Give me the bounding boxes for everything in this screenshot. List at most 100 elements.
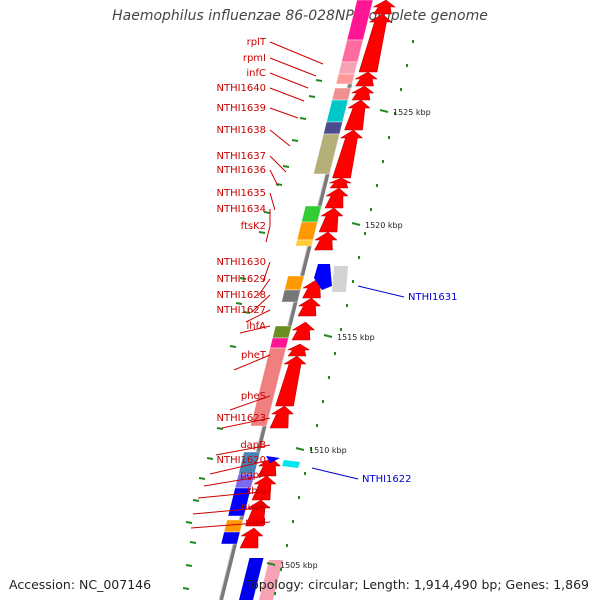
- gene-label-nthi1623: NTHI1623: [216, 413, 266, 424]
- gene-label-nthi1622: NTHI1622: [362, 474, 412, 485]
- forward-gene-arrow: [314, 231, 338, 251]
- scale-major-tick: [323, 334, 333, 338]
- gene-leader-line: [257, 278, 271, 297]
- forward-gene-arrow: [329, 177, 352, 189]
- gene-leader-line: [269, 72, 309, 89]
- gene-feature-block: [326, 99, 349, 123]
- gene-feature-block: [259, 560, 283, 600]
- gene-feature-block: [338, 61, 358, 75]
- feature-tick: [258, 231, 266, 234]
- gene-leader-line: [357, 285, 405, 298]
- gene-feature-block: [346, 0, 374, 41]
- forward-gene-arrow: [239, 527, 264, 549]
- feature-tick: [185, 521, 193, 524]
- gene-label-ribh: ribH: [245, 517, 266, 528]
- gene-leader-line: [192, 506, 271, 515]
- gene-label-nthi1628: NTHI1628: [216, 290, 266, 301]
- gene-label-nthi1630: NTHI1630: [216, 257, 266, 268]
- gene-leader-line: [269, 192, 276, 211]
- gene-label-phet: pheT: [241, 350, 267, 361]
- feature-tick: [315, 79, 323, 82]
- forward-gene-arrow: [373, 0, 396, 15]
- feature-tick: [243, 311, 251, 314]
- scale-major-tick: [266, 562, 276, 566]
- forward-gene-arrow: [291, 321, 316, 341]
- gene-label-phes: pheS: [241, 391, 266, 402]
- feature-tick: [239, 277, 247, 280]
- scale-major-tick: [295, 447, 305, 451]
- gene-leader-line: [190, 521, 271, 529]
- gene-label-nthi1638: NTHI1638: [216, 125, 266, 136]
- gene-label-nthi1627: NTHI1627: [216, 305, 266, 316]
- forward-gene-arrow: [245, 499, 271, 527]
- gene-feature-block: [269, 337, 289, 349]
- gene-leader-line: [265, 225, 271, 243]
- gene-leader-line: [269, 57, 317, 77]
- gene-label-nthi1620: NTHI1620: [216, 455, 266, 466]
- reverse-gene-block-nthi1622: [282, 460, 300, 468]
- gene-leader-line: [233, 354, 271, 371]
- gene-leader-line: [269, 155, 287, 173]
- feature-tick: [299, 117, 307, 120]
- gene-leader-line: [239, 325, 271, 334]
- forward-gene-arrow: [351, 85, 375, 101]
- gene-leader-line: [269, 129, 291, 147]
- gene-label-rplt: rplT: [247, 37, 267, 48]
- gene-leader-line: [197, 490, 271, 499]
- gene-label-ihfa: ihfA: [247, 321, 267, 332]
- gene-leader-line: [221, 417, 271, 429]
- gene-leader-line: [209, 459, 271, 475]
- gene-leader-line: [311, 467, 359, 480]
- gene-label-thil: thiL: [247, 486, 266, 497]
- gene-label-rpmi: rpmI: [243, 53, 266, 64]
- gene-leader-line: [229, 395, 271, 411]
- gene-label-nthi1634: NTHI1634: [216, 204, 266, 215]
- feature-tick: [206, 457, 214, 460]
- gene-leader-line: [269, 87, 305, 102]
- feature-tick: [189, 541, 197, 544]
- gene-feature-block: [220, 531, 241, 545]
- gene-feature-block: [313, 133, 340, 175]
- forward-gene-arrow: [344, 99, 371, 131]
- gene-label-nthi1637: NTHI1637: [216, 151, 266, 162]
- gene-feature-block: [341, 39, 364, 63]
- gene-leader-line: [269, 41, 324, 65]
- genome-summary-text: Topology: circular; Length: 1,914,490 bp…: [245, 577, 589, 592]
- gene-label-ftsk2: ftsK2: [241, 221, 266, 232]
- gene-feature-block: [301, 205, 322, 223]
- forward-gene-arrow: [324, 187, 349, 209]
- scale-major-tick: [379, 109, 389, 113]
- feature-tick: [282, 165, 290, 168]
- gene-leader-line: [262, 261, 271, 283]
- gene-label-infc: infC: [246, 68, 266, 79]
- gene-label-nthi1631: NTHI1631: [408, 292, 458, 303]
- forward-gene-arrow: [287, 343, 311, 357]
- feature-tick: [182, 587, 190, 590]
- gene-label-nthi1635: NTHI1635: [216, 188, 266, 199]
- feature-tick: [263, 211, 271, 214]
- gene-feature-block: [250, 347, 287, 427]
- reverse-gene-arrow-nthi1622: [266, 456, 280, 463]
- feature-tick: [235, 302, 243, 305]
- forward-gene-arrow: [269, 405, 295, 429]
- gene-leader-line: [269, 107, 299, 119]
- scale-major-tick: [351, 222, 361, 226]
- gene-feature-block: [323, 121, 343, 135]
- gene-feature-block: [281, 289, 301, 303]
- genome-title: Haemophilus influenzae 86-028NP, complet…: [112, 8, 488, 24]
- gene-leader-line: [251, 294, 271, 313]
- feature-tick: [229, 345, 237, 348]
- accession-text: Accession: NC_007146: [9, 577, 152, 592]
- scale-label: 1505 kbp: [280, 561, 318, 570]
- gene-leader-line: [245, 309, 271, 323]
- reverse-gene-arrow-nthi1631: [314, 264, 332, 290]
- gene-label-nusb: nusB: [241, 502, 266, 513]
- gene-leader-line: [215, 444, 271, 456]
- forward-gene-arrow: [318, 207, 344, 233]
- gene-feature-block: [296, 221, 318, 241]
- gene-feature-block: [223, 519, 244, 533]
- gene-feature-block: [331, 87, 352, 101]
- feature-tick: [308, 95, 316, 98]
- feature-tick: [192, 499, 200, 502]
